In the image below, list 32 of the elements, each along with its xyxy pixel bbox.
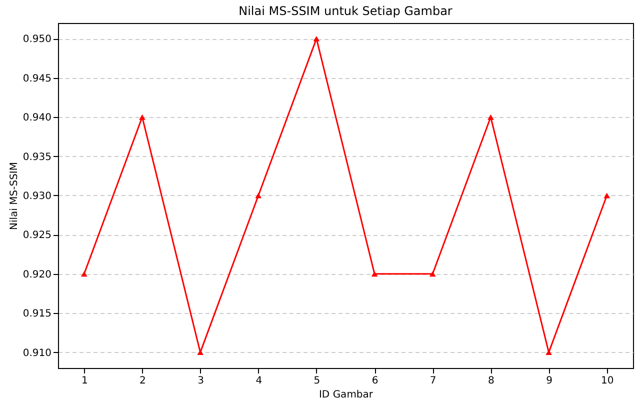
- point: [313, 36, 320, 42]
- x-tick-label: 6: [372, 376, 378, 386]
- point: [139, 114, 146, 120]
- point: [604, 192, 610, 198]
- point: [80, 271, 88, 277]
- y-tick-label: 0.925: [22, 230, 52, 242]
- x-tick-label: 4: [256, 376, 262, 386]
- y-tick-label: 0.950: [22, 34, 52, 46]
- chart-title: Nilai MS-SSIM untuk Setiap Gambar: [238, 4, 452, 18]
- y-tick-label: 0.930: [22, 191, 52, 202]
- x-tick-label: 7: [430, 376, 436, 386]
- y-tick-label: 0.940: [22, 112, 52, 124]
- x-tick-label: 5: [314, 376, 320, 386]
- y-axis-title: Nilai MS-SSIM: [8, 162, 20, 230]
- point: [429, 271, 436, 277]
- point: [255, 192, 262, 198]
- y-tick-label: 0.910: [22, 348, 52, 359]
- point: [197, 350, 204, 356]
- x-tick-label: 3: [198, 376, 204, 386]
- point: [371, 271, 378, 277]
- x-tick-label: 10: [600, 376, 614, 386]
- x-axis-title: ID Gambar: [318, 390, 374, 400]
- point: [488, 114, 494, 120]
- y-tick-label: 0.935: [22, 152, 52, 163]
- x-tick-label: 8: [488, 376, 494, 386]
- x-tick-label: 2: [140, 376, 146, 386]
- x-tick-label: 1: [81, 376, 88, 386]
- point: [546, 350, 552, 356]
- y-tick-label: 0.945: [22, 73, 52, 84]
- y-tick-label: 0.915: [22, 308, 52, 320]
- y-tick-label: 0.920: [22, 269, 52, 280]
- x-tick-label: 9: [546, 376, 552, 386]
